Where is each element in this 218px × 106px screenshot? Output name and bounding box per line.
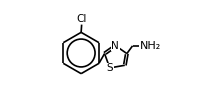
Text: N: N [111, 41, 119, 51]
Text: Cl: Cl [77, 14, 87, 24]
Text: NH₂: NH₂ [140, 41, 161, 51]
Text: S: S [106, 63, 113, 73]
